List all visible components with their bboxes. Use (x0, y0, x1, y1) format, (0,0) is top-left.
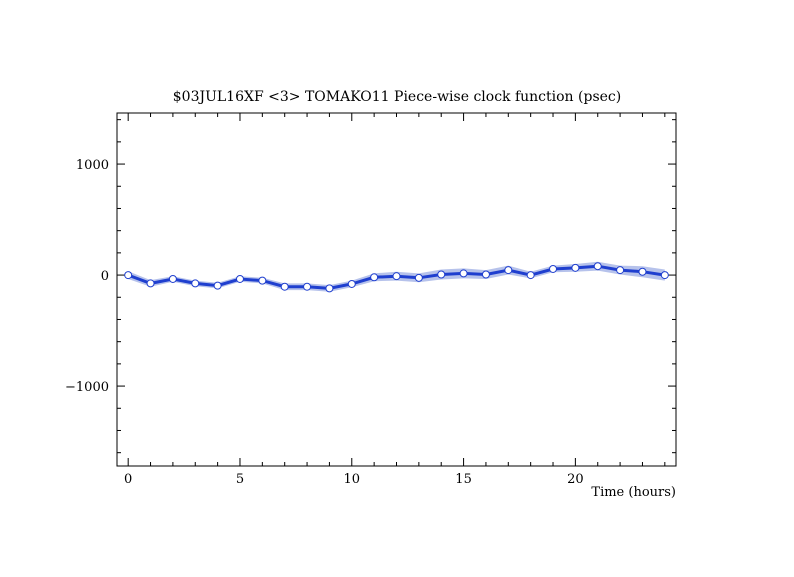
y-tick-label: −1000 (65, 380, 109, 395)
data-point (549, 264, 558, 273)
data-point (370, 273, 379, 282)
data-point (168, 274, 177, 283)
data-point (660, 271, 669, 280)
y-tick-label: 0 (101, 269, 109, 284)
data-point (504, 266, 513, 275)
data-point (392, 272, 401, 281)
y-tick-label: 1000 (76, 158, 109, 173)
x-tick-labels: 0 5 10 15 20 (124, 472, 584, 487)
data-point (235, 274, 244, 283)
data-point (481, 270, 490, 279)
y-tick-labels: −1000 0 1000 (65, 158, 109, 395)
data-point (638, 267, 647, 276)
data-point (280, 282, 289, 291)
data-point (325, 284, 334, 293)
axis-ticks (117, 113, 676, 466)
data-point (571, 263, 580, 272)
data-point (146, 279, 155, 288)
x-tick-label: 5 (236, 472, 244, 487)
data-point (258, 276, 267, 285)
chart-title: $03JUL16XF <3> TOMAKO11 Piece-wise clock… (173, 89, 621, 105)
data-point (526, 271, 535, 280)
data-point (124, 271, 133, 280)
data-point (616, 266, 625, 275)
plot-frame (116, 112, 677, 467)
x-tick-label: 10 (344, 472, 361, 487)
x-tick-label: 0 (124, 472, 132, 487)
data-point (303, 282, 312, 291)
data-point (213, 281, 222, 290)
data-point (414, 273, 423, 282)
x-axis-label: Time (hours) (591, 485, 676, 500)
series-points (124, 262, 669, 293)
x-tick-label: 20 (567, 472, 584, 487)
x-tick-label: 15 (455, 472, 472, 487)
data-point (459, 269, 468, 278)
data-point (347, 279, 356, 288)
data-point (437, 270, 446, 279)
data-point (593, 262, 602, 271)
data-point (191, 279, 200, 288)
